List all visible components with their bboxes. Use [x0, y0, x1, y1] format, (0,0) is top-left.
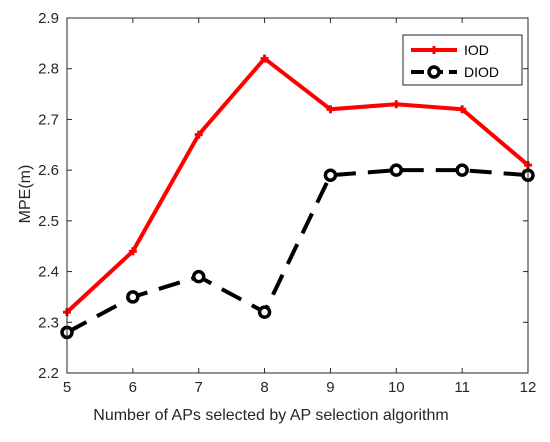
legend-marker-diod	[427, 65, 441, 79]
y-tick-label: 2.3	[38, 314, 59, 331]
data-point-iod	[194, 130, 203, 139]
x-tick-label: 12	[520, 379, 537, 396]
x-tick-label: 7	[195, 379, 203, 396]
data-point-iod	[260, 54, 269, 63]
axes-frame	[66, 17, 529, 374]
axes-layer: 5 6 7 8 9 10 11 12 2.2 2.3 2.4 2.5 2.6 2.7 2.8 2.9	[38, 10, 536, 396]
y-tick-label: 2.7	[38, 111, 59, 128]
data-point-iod	[128, 247, 137, 256]
x-tick-label: 11	[454, 379, 470, 396]
x-tick-label: 6	[129, 379, 137, 396]
series-line-diod	[66, 168, 529, 335]
legend-item-diod: DIOD	[411, 64, 499, 80]
legend-label-iod: IOD	[464, 42, 489, 58]
x-axis-label: Number of APs selected by AP selection a…	[93, 407, 448, 424]
data-point-diod	[389, 163, 404, 177]
y-tick-label: 2.5	[38, 213, 59, 230]
y-tick-label: 2.4	[38, 264, 59, 281]
series-line-iod	[65, 56, 530, 314]
data-point-iod	[326, 105, 335, 114]
legend-item-iod: IOD	[411, 42, 489, 58]
legend-label-diod: DIOD	[464, 64, 499, 80]
x-tick-label: 5	[63, 379, 71, 396]
data-point-diod	[455, 163, 469, 177]
y-tick-label: 2.6	[38, 162, 59, 179]
data-point-iod	[392, 100, 401, 109]
y-tick-label: 2.9	[38, 10, 59, 27]
data-point-iod	[458, 105, 467, 114]
data-point-diod	[257, 305, 272, 319]
legend-box	[402, 34, 523, 86]
data-point-diod	[191, 269, 206, 284]
data-point-diod	[323, 168, 338, 182]
x-tick-label: 10	[388, 379, 405, 396]
y-axis-label: MPE(m)	[17, 165, 34, 224]
legend: IOD DIOD	[402, 34, 523, 86]
y-tick-label: 2.8	[38, 61, 59, 78]
x-tick-label: 9	[326, 379, 334, 396]
y-tick-label: 2.2	[38, 365, 59, 382]
data-point-diod	[126, 290, 140, 304]
x-tick-label: 8	[260, 379, 268, 396]
